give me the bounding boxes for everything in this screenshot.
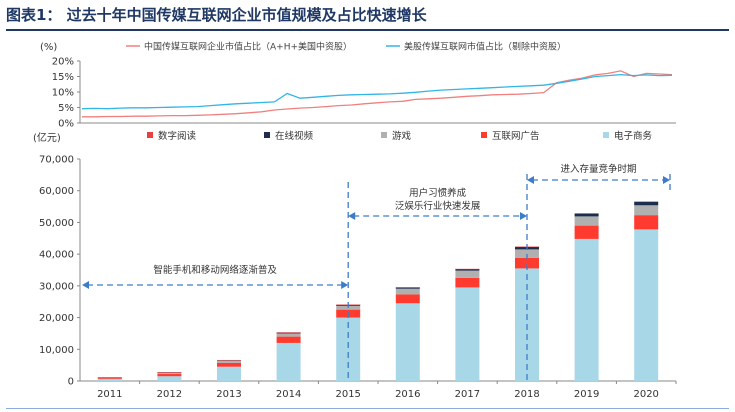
bar-segment <box>515 249 539 258</box>
line-series-2 <box>81 73 673 110</box>
bottom-divider <box>6 408 729 409</box>
annotation-text-2a: 用户习惯养成 <box>409 187 467 199</box>
bar-segment <box>455 277 480 288</box>
bar-segment <box>395 294 420 304</box>
bar-segment <box>97 379 122 381</box>
bar-segment <box>276 332 301 334</box>
bar-x-tick-label: 2020 <box>633 389 658 400</box>
bar-legend-label: 游戏 <box>392 130 412 142</box>
line-legend-label-1: 中国传媒互联网企业市值占比（A+H+美国中资股） <box>144 41 352 53</box>
bar-y-tick-label: 0 <box>68 377 74 388</box>
bar-segment <box>634 201 659 202</box>
period-arrow-2-head-left <box>348 212 356 220</box>
bar-segment <box>157 372 182 375</box>
bar-segment <box>395 287 420 289</box>
title-divider <box>6 29 729 31</box>
bar-segment <box>574 216 599 226</box>
period-arrow-3-head-left <box>527 176 534 184</box>
bar-segment <box>574 213 599 217</box>
bar-segment <box>634 205 659 216</box>
bar-legend-label: 在线视频 <box>275 130 314 142</box>
bar-legend-label: 电子商务 <box>614 130 653 142</box>
bar-x-tick-label: 2013 <box>216 389 241 400</box>
bar-legend-swatch <box>481 132 487 138</box>
period-arrow-1-head-left <box>82 281 89 289</box>
line-series-1 <box>82 70 673 118</box>
bar-segment <box>455 287 480 381</box>
bar-segment <box>395 287 420 288</box>
line-y-tick-label: 0% <box>58 119 74 130</box>
line-y-tick-label: 15% <box>52 72 74 83</box>
bar-segment <box>634 215 659 230</box>
bar-x-tick-label: 2017 <box>455 389 480 400</box>
bar-segment <box>276 333 301 337</box>
bar-x-tick-label: 2016 <box>395 389 420 400</box>
bar-segment <box>157 374 182 377</box>
bar-y-tick-label: 10,000 <box>39 345 74 356</box>
bar-segment <box>634 201 659 206</box>
annotation-text-3: 进入存量竞争时期 <box>560 163 636 175</box>
bar-segment <box>455 269 480 271</box>
line-legend-label-2: 美股传媒互联网市值占比（剔除中资股） <box>404 41 566 53</box>
line-y-tick-label: 10% <box>52 88 74 99</box>
bar-x-tick-label: 2014 <box>276 389 301 400</box>
bar-segment <box>157 372 182 373</box>
bar-segment <box>157 376 182 381</box>
bar-x-tick-label: 2019 <box>574 389 599 400</box>
line-y-axis-label: (%) <box>40 42 57 53</box>
bar-segment <box>276 342 301 381</box>
period-arrow-1-head-right <box>341 281 349 289</box>
annotation-text-1: 智能手机和移动网络逐渐普及 <box>153 264 277 276</box>
bar-segment <box>455 268 480 270</box>
bar-segment <box>634 229 659 381</box>
bar-legend-label: 互联网广告 <box>492 130 540 142</box>
line-y-tick-label: 5% <box>58 103 74 114</box>
bar-y-tick-label: 50,000 <box>39 218 74 229</box>
bar-segment <box>574 225 599 239</box>
bar-segment <box>276 332 301 333</box>
bar-y-tick-label: 40,000 <box>39 250 74 261</box>
bar-legend-swatch <box>147 132 153 138</box>
bar-legend-swatch <box>264 132 270 138</box>
bar-segment <box>217 362 241 367</box>
bar-segment <box>97 377 122 379</box>
bar-segment <box>97 378 122 380</box>
bar-y-tick-label: 20,000 <box>39 313 74 324</box>
bar-x-tick-label: 2011 <box>97 389 122 400</box>
bar-x-tick-label: 2018 <box>514 389 539 400</box>
bar-segment <box>395 288 420 295</box>
bar-segment <box>574 213 599 214</box>
bar-segment <box>395 303 420 381</box>
figure-title: 图表1： 过去十年中国传媒互联网企业市值规模及占比快速增长 <box>6 6 427 24</box>
bar-y-tick-label: 30,000 <box>39 281 74 292</box>
bar-legend-swatch <box>381 132 387 138</box>
period-arrow-3-head-right <box>663 176 670 184</box>
bar-segment <box>574 238 599 381</box>
bar-segment <box>97 377 122 378</box>
bar-segment <box>515 257 539 269</box>
bar-segment <box>455 270 480 278</box>
bar-segment <box>217 360 241 363</box>
bar-x-tick-label: 2012 <box>157 389 182 400</box>
bar-legend-swatch <box>603 132 609 138</box>
bar-segment <box>276 336 301 343</box>
annotation-text-2b: 泛娱乐行业快速发展 <box>395 200 481 212</box>
bar-y-tick-label: 70,000 <box>39 155 74 166</box>
bar-legend-label: 数字阅读 <box>158 130 197 142</box>
line-y-tick-label: 20% <box>52 57 74 68</box>
period-arrow-2-head-right <box>520 212 527 220</box>
bar-y-tick-label: 60,000 <box>39 186 74 197</box>
bar-segment <box>336 317 361 381</box>
bar-segment <box>217 366 241 381</box>
bar-x-tick-label: 2015 <box>335 389 360 400</box>
bar-segment <box>217 359 241 361</box>
bar-y-axis-label: (亿元) <box>33 131 61 144</box>
